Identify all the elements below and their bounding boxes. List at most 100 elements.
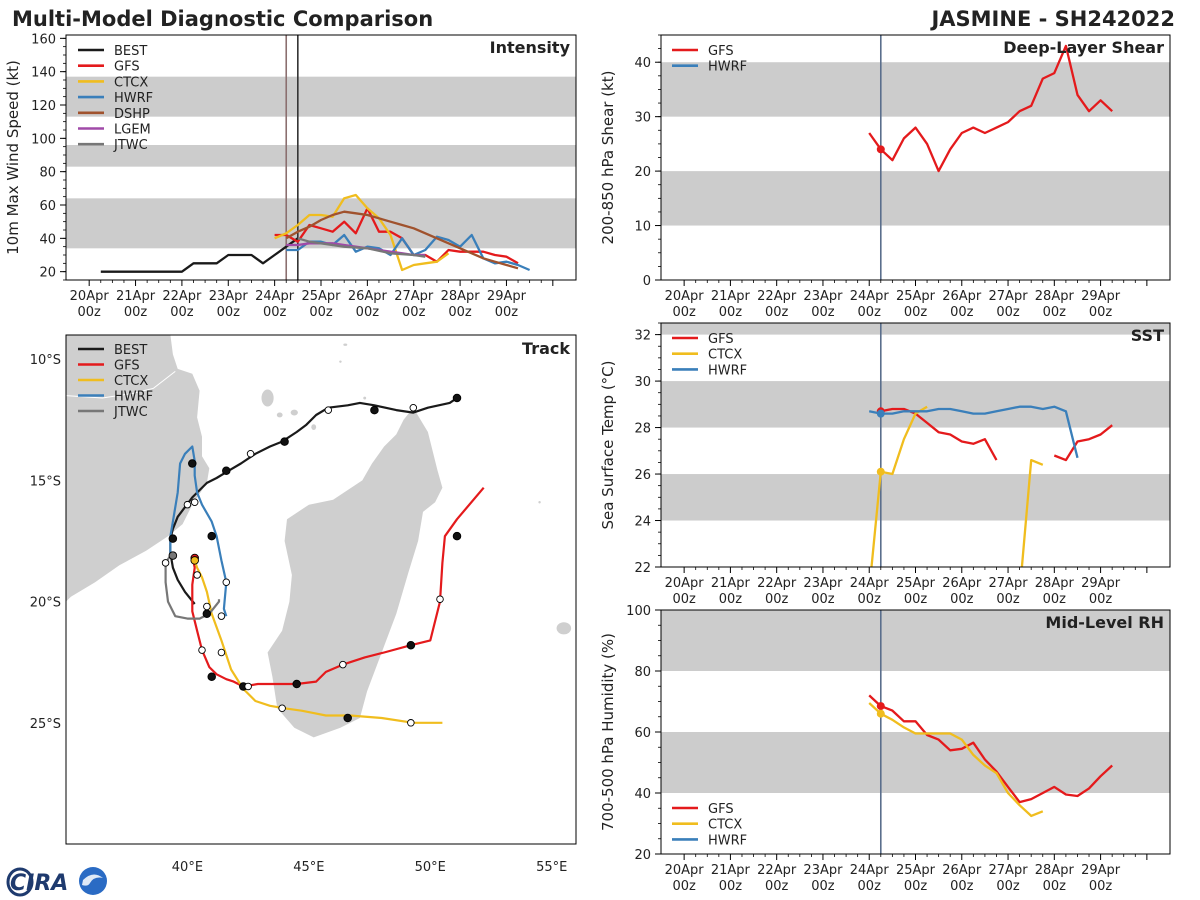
island-land xyxy=(343,343,348,346)
sst-xtick-label-hour: 00z xyxy=(811,592,835,607)
island-land xyxy=(261,389,274,407)
shear-xtick-label-day: 23Apr xyxy=(803,289,843,304)
sst-xtick-label-day: 28Apr xyxy=(1035,576,1075,591)
sst-xtick-label-hour: 00z xyxy=(765,592,789,607)
rh-legend-label: CTCX xyxy=(708,818,742,833)
sst-xtick-label-day: 22Apr xyxy=(757,576,797,591)
intensity-band xyxy=(66,145,576,167)
intensity-xtick-label-hour: 00z xyxy=(263,305,287,320)
sst-series-ctcx xyxy=(1020,458,1044,568)
track-point-ctcx xyxy=(193,571,201,579)
intensity-ytick-label: 120 xyxy=(31,99,56,114)
track-ytick-label: 15°S xyxy=(30,474,61,489)
intensity-xtick-label-day: 23Apr xyxy=(209,289,249,304)
track-frame xyxy=(65,334,577,845)
sst-legend-label: HWRF xyxy=(708,363,747,378)
sst-xtick-label-hour: 00z xyxy=(1043,592,1067,607)
track-point-ctcx xyxy=(217,648,226,657)
intensity-legend-label: BEST xyxy=(114,44,147,59)
track-legend-label: JTWC xyxy=(113,405,148,420)
shear-xtick-label-day: 21Apr xyxy=(711,289,751,304)
track-point-jtwc xyxy=(161,559,170,567)
rh-xtick-label-day: 26Apr xyxy=(942,863,982,878)
shear-ytick-label: 0 xyxy=(643,274,651,289)
track-xtick-label: 40°E xyxy=(172,860,203,875)
shear-band xyxy=(661,171,1170,226)
track-title: Track xyxy=(522,339,570,358)
intensity-title: Intensity xyxy=(490,38,571,57)
intensity-xtick-label-day: 27Apr xyxy=(394,289,434,304)
sst-ylabel: Sea Surface Temp (°C) xyxy=(599,360,617,529)
sst-band xyxy=(661,474,1170,521)
track-point-ctcx xyxy=(203,602,211,611)
rh-xtick-label-day: 29Apr xyxy=(1081,863,1121,878)
shear-ytick-label: 30 xyxy=(634,111,651,126)
rh-xtick-label-day: 20Apr xyxy=(665,863,705,878)
country-border xyxy=(66,370,176,399)
shear-ytick-label: 40 xyxy=(634,56,651,71)
track-point-best xyxy=(280,437,289,446)
rh-xtick-label-hour: 00z xyxy=(811,879,835,894)
sst-xtick-label-day: 23Apr xyxy=(803,576,843,591)
track-point-ctcx xyxy=(190,556,199,565)
track-legend-label: HWRF xyxy=(114,390,153,405)
intensity-series-jtwc xyxy=(297,237,426,258)
intensity-series-gfs xyxy=(274,207,519,265)
island-land xyxy=(556,622,572,635)
rh-xtick-label-day: 21Apr xyxy=(711,863,751,878)
track-point-gfs xyxy=(406,640,416,650)
track-ytick-label: 20°S xyxy=(30,596,61,611)
track-point-hwrf xyxy=(188,459,197,468)
rh-xtick-label-hour: 00z xyxy=(858,879,882,894)
sst-band xyxy=(661,323,1170,335)
rh-legend-label: GFS xyxy=(708,802,734,817)
track-point-best xyxy=(168,534,178,543)
track-point-gfs xyxy=(292,679,301,689)
intensity-xtick-label-hour: 00z xyxy=(402,305,426,320)
shear-ytick-label: 20 xyxy=(634,165,651,180)
sst-series-hwrf xyxy=(868,405,1079,459)
rh-xtick-label-day: 25Apr xyxy=(896,863,936,878)
track-point-jtwc xyxy=(168,551,178,560)
intensity-xtick-label-day: 24Apr xyxy=(255,289,295,304)
track-point-gfs xyxy=(339,660,347,669)
shear-xtick-label-hour: 00z xyxy=(1043,305,1067,320)
sst-ytick-label: 28 xyxy=(634,422,651,437)
track-point-hwrf xyxy=(190,498,199,506)
figure-title: Multi-Model Diagnostic Comparison xyxy=(12,7,433,31)
shear-frame xyxy=(660,34,1171,281)
island-land xyxy=(363,396,367,400)
intensity-xtick-label-hour: 00z xyxy=(448,305,472,320)
rh-series-ctcx xyxy=(868,702,1044,818)
rh-xtick-label-day: 23Apr xyxy=(803,863,843,878)
rh-xtick-label-hour: 00z xyxy=(950,879,974,894)
sst-frame xyxy=(660,322,1171,568)
island-land xyxy=(276,412,283,418)
sst-ytick-label: 32 xyxy=(634,329,651,344)
sst-series-ctcx xyxy=(870,405,928,568)
track-point-gfs xyxy=(436,595,444,603)
track-point-gfs xyxy=(207,672,216,682)
intensity-xtick-label-day: 25Apr xyxy=(301,289,341,304)
track-point-best xyxy=(183,500,192,509)
sst-xtick-label-day: 26Apr xyxy=(942,576,982,591)
intensity-ytick-label: 60 xyxy=(39,199,56,214)
track-map-area xyxy=(66,335,572,738)
track-point-hwrf xyxy=(222,578,231,586)
sst-xtick-label-hour: 00z xyxy=(719,592,743,607)
intensity-xtick-label-day: 21Apr xyxy=(116,289,156,304)
track-point-gfs xyxy=(198,646,206,654)
sst-xtick-label-hour: 00z xyxy=(858,592,882,607)
sst-xtick-label-hour: 00z xyxy=(996,592,1020,607)
cira-logo: CIRA xyxy=(6,867,107,897)
intensity-legend-label: LGEM xyxy=(114,123,151,138)
intensity-xtick-label-hour: 00z xyxy=(356,305,380,320)
sst-series-gfs xyxy=(880,407,998,461)
shear-series-gfs xyxy=(868,44,1113,173)
panel-sst: 20Apr00z21Apr00z22Apr00z23Apr00z24Apr00z… xyxy=(599,322,1171,607)
intensity-ytick-label: 20 xyxy=(39,266,56,281)
sst-legend-label: CTCX xyxy=(708,348,742,363)
sst-ytick-label: 30 xyxy=(634,375,651,390)
island-land xyxy=(311,424,317,431)
sst-xtick-label-hour: 00z xyxy=(1089,592,1113,607)
